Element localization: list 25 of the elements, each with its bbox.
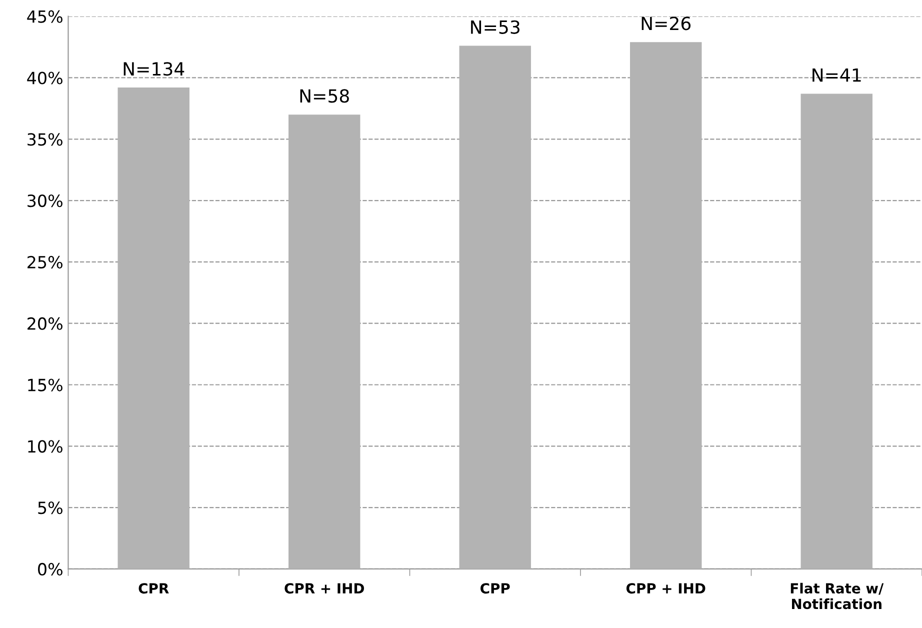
y-tick-label: 40%	[27, 72, 62, 84]
y-tick-label: 10%	[28, 440, 62, 453]
bar	[630, 42, 702, 569]
x-tick-label: CPR + IHD	[284, 583, 364, 594]
x-tick-label: CPR	[138, 583, 169, 594]
y-tick-label: 35%	[28, 133, 62, 146]
bar	[459, 46, 531, 569]
annotation: N=58	[300, 89, 349, 103]
x-tick-label: CPP	[480, 583, 510, 594]
bar	[118, 88, 190, 569]
y-tick-label: 20%	[28, 317, 62, 330]
y-tick-label: 15%	[28, 378, 62, 392]
y-tick-label: 5%	[38, 502, 62, 514]
y-tick-label: 45%	[27, 10, 62, 23]
x-tick-label: CPP + IHD	[626, 583, 706, 594]
annotation: N=53	[471, 20, 520, 34]
bar	[800, 94, 872, 569]
y-tick-label: 25%	[28, 256, 62, 269]
x-tick-label: Flat Rate w/ Notification	[790, 582, 884, 610]
bar	[288, 114, 360, 569]
y-tick-label: 30%	[28, 194, 62, 208]
annotation: N=41	[812, 68, 861, 82]
y-tick-label: 0%	[38, 562, 62, 576]
annotation: N=26	[642, 16, 691, 30]
annotation: N=134	[124, 62, 184, 76]
